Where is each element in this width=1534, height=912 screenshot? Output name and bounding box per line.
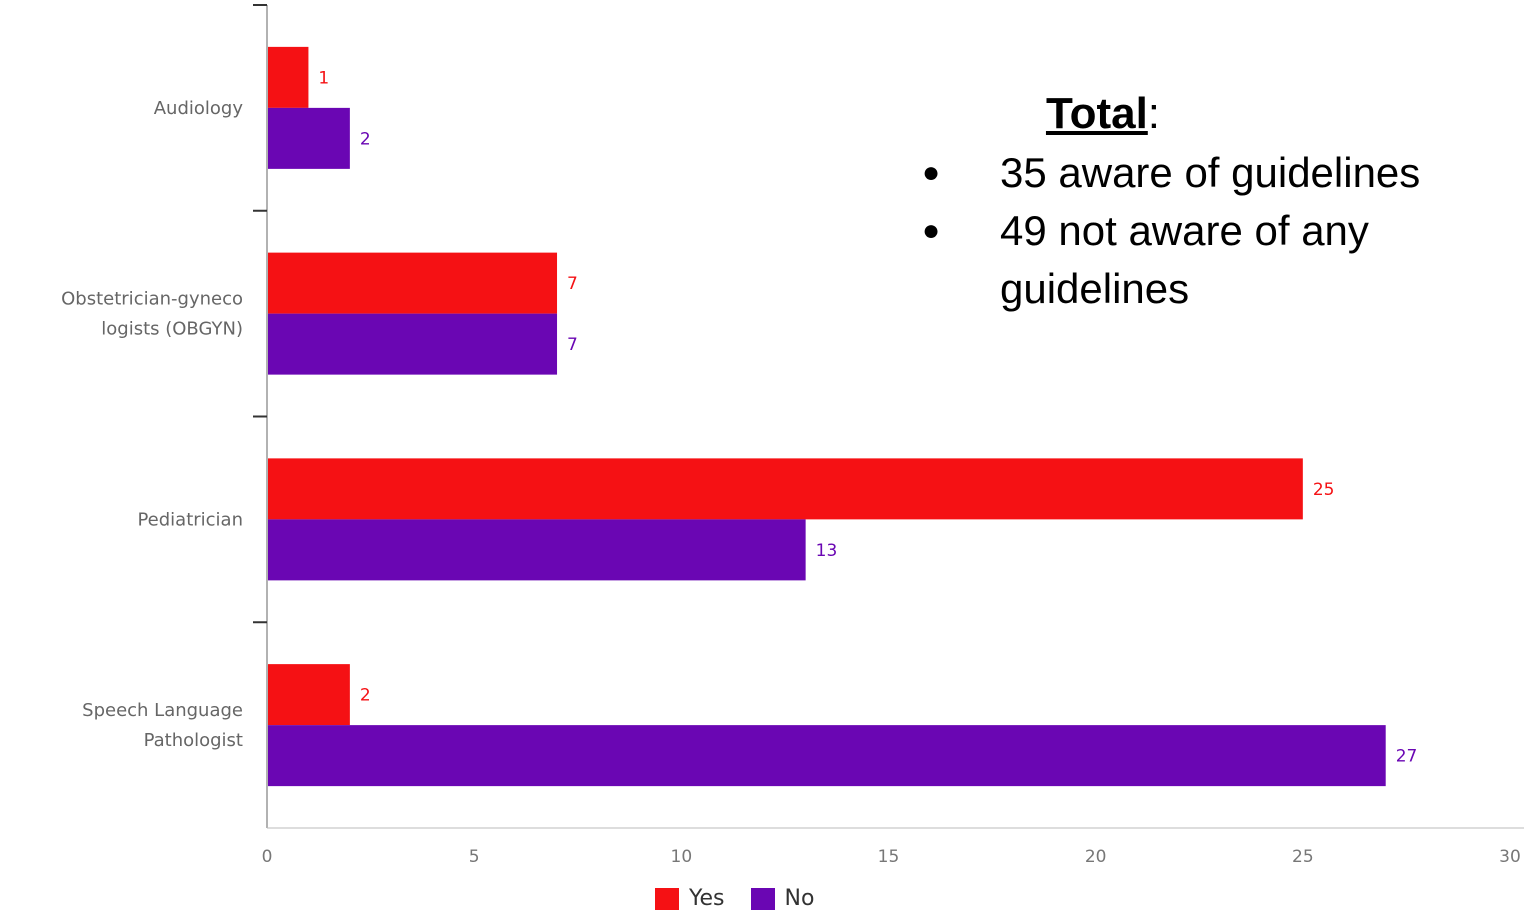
x-tick-label: 0: [262, 847, 273, 867]
legend-swatch-no: [750, 887, 775, 910]
data-label-yes: 2: [360, 686, 371, 706]
x-tick-label: 30: [1499, 847, 1521, 867]
legend-item-no: No: [750, 886, 815, 911]
bar-yes-0: [268, 46, 309, 108]
data-label-no: 7: [567, 335, 578, 355]
total-title-row: Total:: [918, 88, 1518, 140]
bar-no-2: [268, 519, 806, 581]
bar-no-0: [268, 107, 350, 169]
x-tick-label: 10: [671, 847, 693, 867]
chart-legend: Yes No: [655, 886, 840, 911]
x-tick-label: 5: [469, 847, 480, 867]
category-label: Obstetrician-gyneco: [61, 289, 243, 310]
bullet-icon: ●: [922, 214, 941, 247]
legend-item-yes: Yes: [655, 886, 725, 911]
x-tick-label: 25: [1292, 847, 1314, 867]
bar-no-1: [268, 313, 558, 375]
data-label-yes: 7: [567, 274, 578, 294]
bar-yes-2: [268, 458, 1303, 520]
total-title-colon: :: [1147, 89, 1161, 138]
category-label: Speech Language: [82, 700, 243, 721]
chart-bars: [268, 46, 1386, 787]
bullet-icon: ●: [922, 156, 941, 189]
chart-axes: [253, 4, 1524, 829]
bar-yes-3: [268, 664, 350, 726]
legend-label-yes: Yes: [689, 886, 725, 911]
category-label: logists (OBGYN): [101, 319, 243, 340]
category-label: Audiology: [154, 98, 244, 119]
data-label-no: 27: [1396, 747, 1418, 767]
category-label: Pediatrician: [137, 509, 243, 530]
data-label-yes: 25: [1313, 480, 1335, 500]
legend-swatch-yes: [655, 887, 679, 910]
bar-yes-1: [268, 252, 558, 314]
data-label-no: 2: [360, 129, 371, 149]
legend-label-no: No: [784, 886, 815, 911]
x-tick-label: 20: [1085, 847, 1107, 867]
category-label: Pathologist: [144, 730, 243, 751]
x-tick-label: 15: [878, 847, 900, 867]
total-item-aware-text: 35 aware of guidelines: [1000, 149, 1421, 196]
total-item-aware: ● 35 aware of guidelines: [918, 144, 1518, 202]
bar-no-3: [268, 725, 1386, 787]
total-list: ● 35 aware of guidelines ● 49 not aware of…: [918, 144, 1518, 318]
total-item-not-aware: ● 49 not aware of any guidelines: [918, 202, 1440, 318]
total-item-not-aware-text: 49 not aware of any guidelines: [1000, 207, 1369, 312]
data-label-no: 13: [816, 541, 838, 561]
data-label-yes: 1: [318, 68, 329, 88]
chart-labels: 0 5 10 15 20 25 30 1 2 Audiology 7 7 Obstetrician-gy…: [61, 68, 1521, 867]
total-annotation: Total: ● 35 aware of guidelines ● 49 not a…: [918, 88, 1518, 318]
total-title: Total: [1045, 89, 1148, 138]
